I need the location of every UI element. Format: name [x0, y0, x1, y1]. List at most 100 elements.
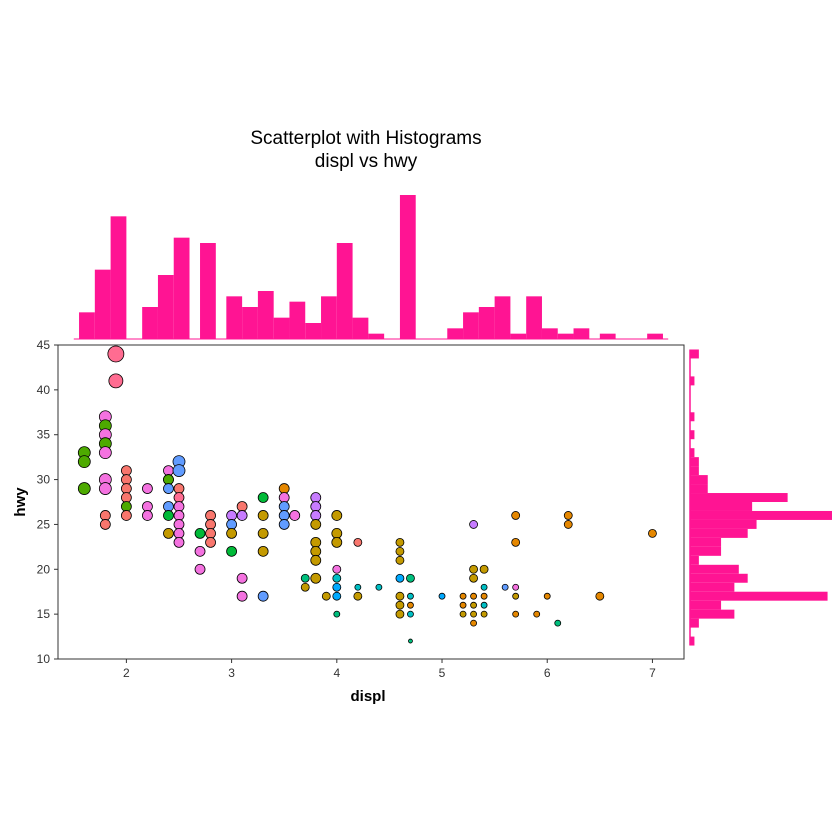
top-histogram-bar [463, 312, 479, 339]
scatter-point [289, 510, 301, 521]
right-histogram-bar [690, 349, 699, 359]
scatter-point [310, 510, 322, 521]
right-histogram-bar [690, 430, 695, 440]
scatter-point [236, 510, 248, 521]
scatter-point [480, 601, 488, 609]
right-histogram-bar [690, 475, 708, 485]
scatter-point [142, 510, 153, 521]
scatter-point [300, 582, 310, 592]
scatter-point [395, 591, 405, 601]
scatter-point [310, 492, 322, 503]
right-histogram-bar [690, 528, 748, 538]
scatter-point [333, 610, 341, 618]
scatter-point [194, 563, 206, 575]
right-histogram-bar [690, 376, 695, 386]
scatter-point [226, 519, 237, 530]
scatter-point [163, 528, 174, 539]
scatter-point [236, 590, 248, 602]
scatter-point [310, 536, 322, 548]
top-histogram-bar [573, 328, 590, 339]
top-histogram-bar [142, 307, 158, 339]
right-histogram-bar [690, 546, 722, 556]
scatter-point [257, 545, 269, 557]
y-tick-label: 45 [37, 338, 51, 352]
scatter-point [353, 537, 363, 547]
scatter-point [512, 610, 520, 618]
scatter-point [120, 465, 132, 477]
scatter-point [395, 609, 405, 619]
top-histogram-bar [200, 243, 216, 339]
scatter-point [470, 619, 477, 627]
top-histogram-bar [79, 312, 95, 339]
scatter-point [470, 610, 477, 618]
scatter-point [205, 519, 216, 530]
scatter-point [173, 519, 185, 530]
scatter-point [120, 501, 132, 512]
scatter-point [300, 573, 310, 583]
scatter-point [98, 482, 112, 495]
top-histogram-bar [157, 275, 174, 339]
scatter-point [469, 573, 478, 583]
right-histogram-bar [690, 510, 832, 520]
scatter-point [226, 510, 237, 521]
scatter-point [408, 638, 413, 644]
right-histogram-bar [690, 600, 722, 610]
right-histogram-bar [690, 591, 828, 601]
scatter-point [407, 610, 414, 618]
scatter-point [321, 591, 331, 601]
scatter-point [407, 601, 414, 609]
x-axis-title: displ [350, 688, 385, 705]
top-histogram-bar [557, 333, 574, 339]
scatter-point [120, 510, 132, 521]
top-histogram-bar [226, 296, 243, 339]
scatter-point [173, 536, 185, 548]
scatter-point [479, 564, 489, 574]
y-tick-label: 20 [37, 562, 51, 576]
x-tick-label: 3 [228, 666, 235, 680]
scatter-point [310, 572, 322, 584]
scatter-point [480, 583, 488, 591]
x-tick-label: 5 [439, 666, 446, 680]
scatter-point [194, 545, 206, 557]
top-histogram-bar [352, 317, 369, 339]
right-histogram-bar [690, 636, 695, 646]
scatter-point [310, 519, 322, 530]
right-histogram-bar [690, 457, 699, 467]
right-histogram-bar [690, 466, 699, 476]
right-histogram-bar [690, 564, 739, 574]
scatter-point [310, 554, 322, 566]
scatter-point [257, 528, 269, 539]
scatter-point [331, 510, 343, 521]
x-tick-label: 7 [649, 666, 656, 680]
right-histogram-bar [690, 618, 699, 628]
top-histogram-bar [510, 333, 527, 339]
y-tick-label: 15 [37, 607, 51, 621]
scatter-point [438, 592, 446, 600]
scatter-point [163, 465, 174, 477]
scatter-point [406, 573, 415, 583]
top-histogram-bar [647, 333, 663, 339]
top-histogram-bar [321, 296, 337, 339]
scatter-point [310, 545, 322, 557]
right-histogram-bar [690, 484, 708, 494]
top-histogram-bar [173, 237, 190, 339]
x-axis: 2 3 4 5 6 7 [123, 659, 656, 680]
top-histogram-bar [494, 296, 511, 339]
scatter-point [163, 483, 174, 494]
scatter-point [173, 483, 185, 494]
top-histogram-bar [289, 301, 306, 339]
scatter-point [469, 520, 478, 529]
scatter-point [142, 501, 153, 512]
top-histogram-bar [599, 333, 616, 339]
scatter-point [512, 583, 520, 591]
scatter-point [120, 483, 132, 494]
scatter-point [332, 591, 342, 601]
y-tick-label: 35 [37, 428, 51, 442]
scatter-point [459, 601, 467, 609]
scatter-point [194, 528, 206, 539]
top-histogram-bar [110, 216, 127, 339]
scatter-point [226, 528, 237, 539]
y-axis: 10 15 20 25 30 35 40 45 [37, 338, 58, 666]
scatter-point [407, 592, 414, 600]
top-histogram-bar [478, 307, 495, 339]
